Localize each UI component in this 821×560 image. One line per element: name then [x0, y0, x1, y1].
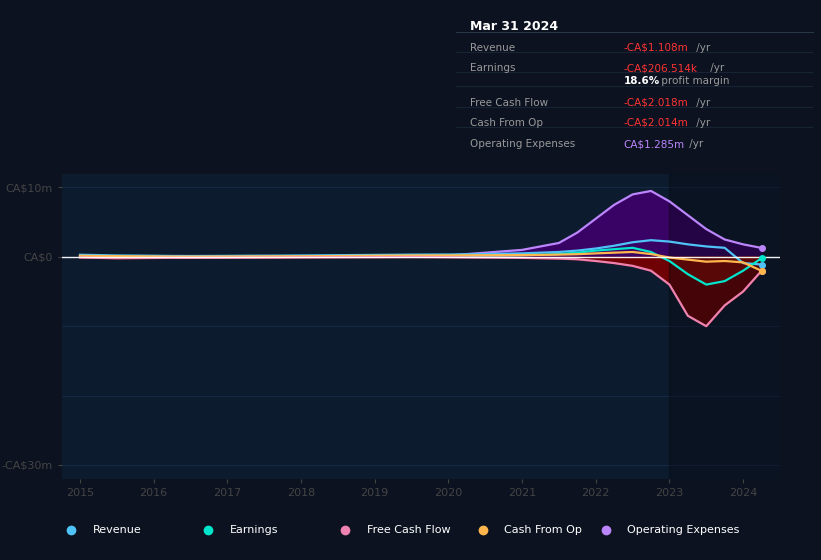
Text: /yr: /yr	[707, 63, 724, 73]
Text: Cash From Op: Cash From Op	[470, 118, 543, 128]
Text: Earnings: Earnings	[470, 63, 516, 73]
Text: profit margin: profit margin	[658, 77, 730, 86]
Text: /yr: /yr	[693, 43, 710, 53]
Text: /yr: /yr	[686, 139, 704, 149]
Text: Mar 31 2024: Mar 31 2024	[470, 20, 558, 33]
Bar	[669, 174, 780, 479]
Text: -CA$2.014m: -CA$2.014m	[623, 118, 688, 128]
Text: CA$1.285m: CA$1.285m	[623, 139, 685, 149]
Text: Revenue: Revenue	[93, 525, 141, 535]
Text: Cash From Op: Cash From Op	[504, 525, 582, 535]
Text: /yr: /yr	[693, 118, 710, 128]
Text: 18.6%: 18.6%	[623, 77, 660, 86]
Text: Free Cash Flow: Free Cash Flow	[367, 525, 451, 535]
Text: Free Cash Flow: Free Cash Flow	[470, 98, 548, 108]
Text: -CA$206.514k: -CA$206.514k	[623, 63, 698, 73]
Text: /yr: /yr	[693, 98, 710, 108]
Text: -CA$1.108m: -CA$1.108m	[623, 43, 688, 53]
Text: Earnings: Earnings	[230, 525, 278, 535]
Text: Revenue: Revenue	[470, 43, 515, 53]
Text: Operating Expenses: Operating Expenses	[627, 525, 740, 535]
Text: Operating Expenses: Operating Expenses	[470, 139, 576, 149]
Text: -CA$2.018m: -CA$2.018m	[623, 98, 688, 108]
